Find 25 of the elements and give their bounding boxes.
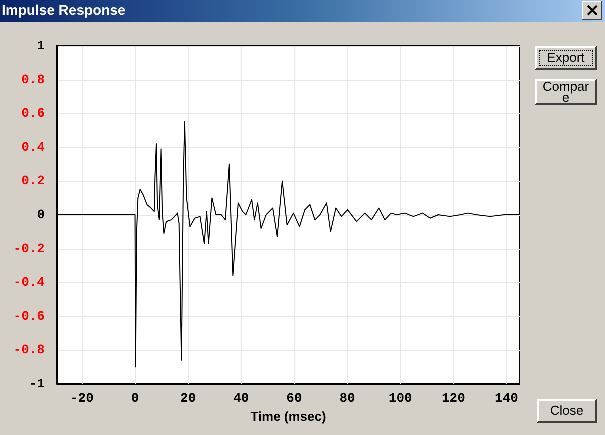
- y-tick-label: -1: [29, 376, 46, 392]
- close-button[interactable]: Close: [537, 399, 597, 423]
- y-tick-label: 0.4: [22, 140, 46, 155]
- x-tick-label: 60: [286, 391, 302, 406]
- x-tick-label: 80: [340, 391, 356, 406]
- y-tick-label: 0.8: [22, 72, 46, 88]
- x-tick-label: 100: [388, 391, 412, 406]
- y-tick-label: -0.2: [14, 241, 46, 256]
- chart-title: Impulse Response: [2, 2, 126, 18]
- x-tick-label: 0: [131, 391, 140, 406]
- y-tick-label: 0.2: [22, 174, 46, 189]
- y-tick-label: -0.8: [14, 342, 46, 358]
- y-tick-label: -0.4: [14, 275, 46, 290]
- x-axis-title: Time (msec): [250, 409, 326, 424]
- x-tick-label: -20: [70, 391, 94, 406]
- y-tick-label: -0.6: [14, 308, 46, 324]
- y-tick-label: 0: [37, 208, 46, 222]
- x-tick-label: 40: [234, 391, 250, 406]
- export-button[interactable]: Export: [535, 46, 597, 70]
- x-tick-label: 20: [180, 391, 196, 406]
- compare-button[interactable]: Compare: [535, 79, 597, 105]
- x-tick-label: 140: [495, 391, 519, 406]
- x-tick-label: 120: [442, 391, 466, 406]
- y-tick-label: 0.6: [22, 106, 46, 122]
- y-tick-label: 1: [37, 38, 46, 54]
